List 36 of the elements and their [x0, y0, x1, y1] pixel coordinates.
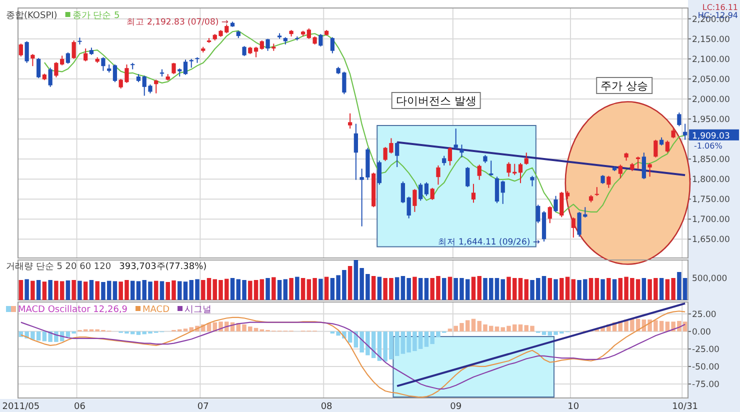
- y-tick-label: 1,650.00: [692, 235, 730, 246]
- x-tick-label: 10: [568, 402, 580, 412]
- annotation: 주가 상승: [600, 80, 648, 92]
- legend-label: 종가 단순 5: [72, 11, 120, 21]
- x-tick-label: 06: [74, 402, 86, 412]
- text: 500,000: [692, 274, 728, 284]
- y-tick-label: -50.00: [692, 362, 720, 372]
- y-tick-label: 1,700.00: [692, 215, 730, 226]
- x-tick-label: 09: [450, 402, 462, 412]
- legend-label: MACD Oscillator 12,26,9: [18, 305, 128, 315]
- y-tick-label: 1,850.00: [692, 155, 730, 166]
- text: 1,909.03: [692, 131, 730, 142]
- y-tick-label: -25.00: [692, 344, 720, 355]
- y-tick-label: 25.00: [692, 310, 716, 320]
- y-tick-label: 0.00: [692, 327, 711, 338]
- annotation: 다이버전스 발생: [396, 94, 476, 108]
- x-tick-label: 10/31: [672, 402, 698, 412]
- chart-title: 거래량 단순 5 20 60 120: [6, 262, 112, 272]
- y-tick-label: 2,150.00: [692, 34, 730, 45]
- legend-label: MACD: [142, 305, 170, 315]
- y-tick-label: -75.00: [692, 380, 720, 390]
- y-tick-label: 2,050.00: [692, 74, 730, 85]
- chart-title: 종합(KOSPI): [6, 11, 58, 21]
- chart-subtitle: 393,703주(77.38%): [119, 262, 207, 272]
- y-tick-label: 1,750.00: [692, 195, 730, 206]
- y-tick-label: 2,000.00: [692, 94, 730, 105]
- x-tick-label: 08: [320, 402, 333, 412]
- x-tick-label: 2011/05: [2, 402, 40, 412]
- y-tick-label: 2,100.00: [692, 54, 730, 65]
- text: LC:16.11: [702, 3, 738, 12]
- text: -1.06%: [694, 141, 723, 150]
- y-tick-label: 1,950.00: [692, 114, 730, 125]
- annotation: 최고 2,192.83 (07/08) →: [126, 18, 229, 28]
- x-tick-label: 07: [197, 402, 209, 412]
- y-tick-label: 1,800.00: [692, 175, 730, 186]
- legend-label: 시그널: [184, 305, 212, 315]
